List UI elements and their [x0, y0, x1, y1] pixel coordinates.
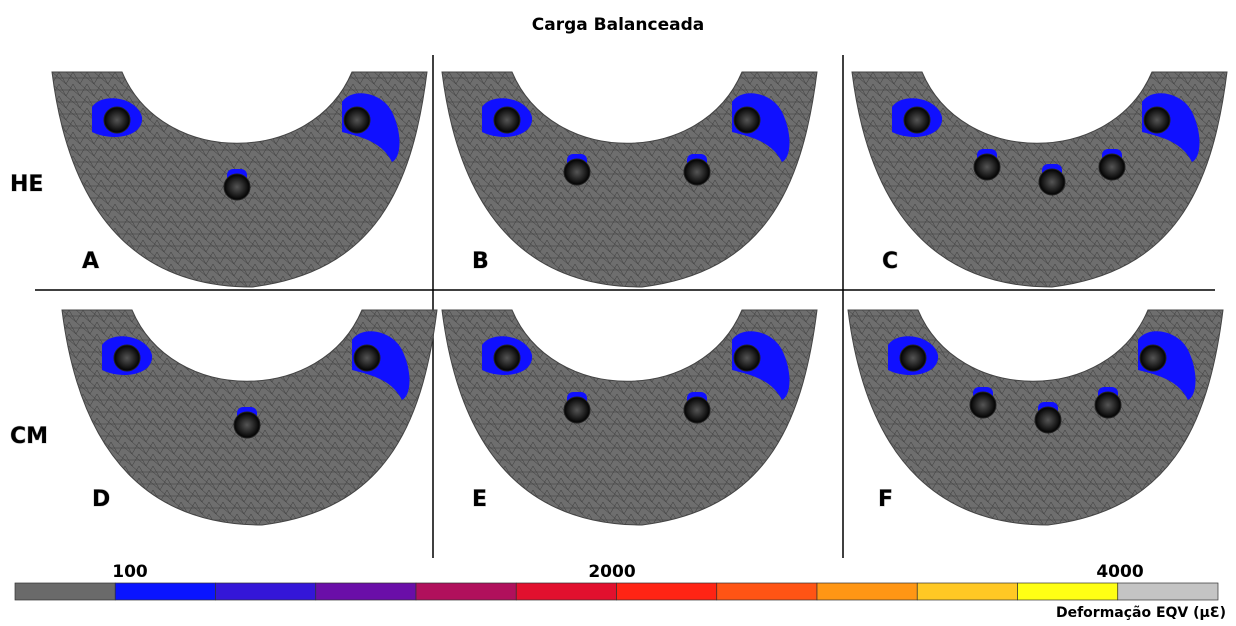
implant: [234, 412, 260, 438]
implant: [114, 345, 140, 371]
implant: [974, 154, 1000, 180]
implant: [734, 345, 760, 371]
implant: [734, 107, 760, 133]
row-label: HE: [10, 172, 43, 197]
implant: [1140, 345, 1166, 371]
colorbar-segment: [516, 583, 616, 600]
colorbar-segment: [817, 583, 917, 600]
mandible-model: B: [442, 72, 817, 287]
mandible-model: F: [848, 310, 1223, 525]
implant: [1099, 154, 1125, 180]
mandible-model: E: [442, 310, 817, 525]
colorbar-segment: [115, 583, 215, 600]
colorbar-segment: [1018, 583, 1118, 600]
colorbar-segment: [717, 583, 817, 600]
colorbar-segment: [216, 583, 316, 600]
implant: [904, 107, 930, 133]
colorbar-segment: [15, 583, 115, 600]
mandible-model: C: [852, 72, 1227, 287]
implant: [564, 397, 590, 423]
implant: [494, 345, 520, 371]
panel-label: F: [878, 487, 893, 512]
row-label: CM: [10, 424, 48, 449]
implant: [684, 159, 710, 185]
panel-label: B: [472, 249, 489, 274]
panel-label: D: [92, 487, 110, 512]
colorbar-label: 100: [112, 562, 148, 582]
implant: [354, 345, 380, 371]
figure-title: Carga Balanceada: [532, 15, 704, 35]
panel-label: A: [82, 249, 99, 274]
implant: [684, 397, 710, 423]
implant: [1095, 392, 1121, 418]
implant: [900, 345, 926, 371]
implant: [970, 392, 996, 418]
mandible-model: D: [62, 310, 437, 525]
implant: [1035, 407, 1061, 433]
implant: [344, 107, 370, 133]
colorbar-segment: [316, 583, 416, 600]
colorbar-segment: [617, 583, 717, 600]
mandible-model: A: [52, 72, 427, 287]
figure: Carga Balanceada HE CM A B C D E F 100 2000 4000…: [0, 0, 1236, 626]
implant: [1039, 169, 1065, 195]
implant: [564, 159, 590, 185]
colorbar-segment: [416, 583, 516, 600]
colorbar-label: 2000: [588, 562, 635, 582]
implant: [494, 107, 520, 133]
colorbar-title: Deformação EQV (µƐ): [1056, 605, 1226, 621]
panel-label: C: [882, 249, 898, 274]
colorbar-segment: [917, 583, 1017, 600]
colorbar-segment: [1118, 583, 1218, 600]
implant: [224, 174, 250, 200]
implant: [1144, 107, 1170, 133]
panel-label: E: [472, 487, 487, 512]
colorbar-label: 4000: [1096, 562, 1143, 582]
implant: [104, 107, 130, 133]
